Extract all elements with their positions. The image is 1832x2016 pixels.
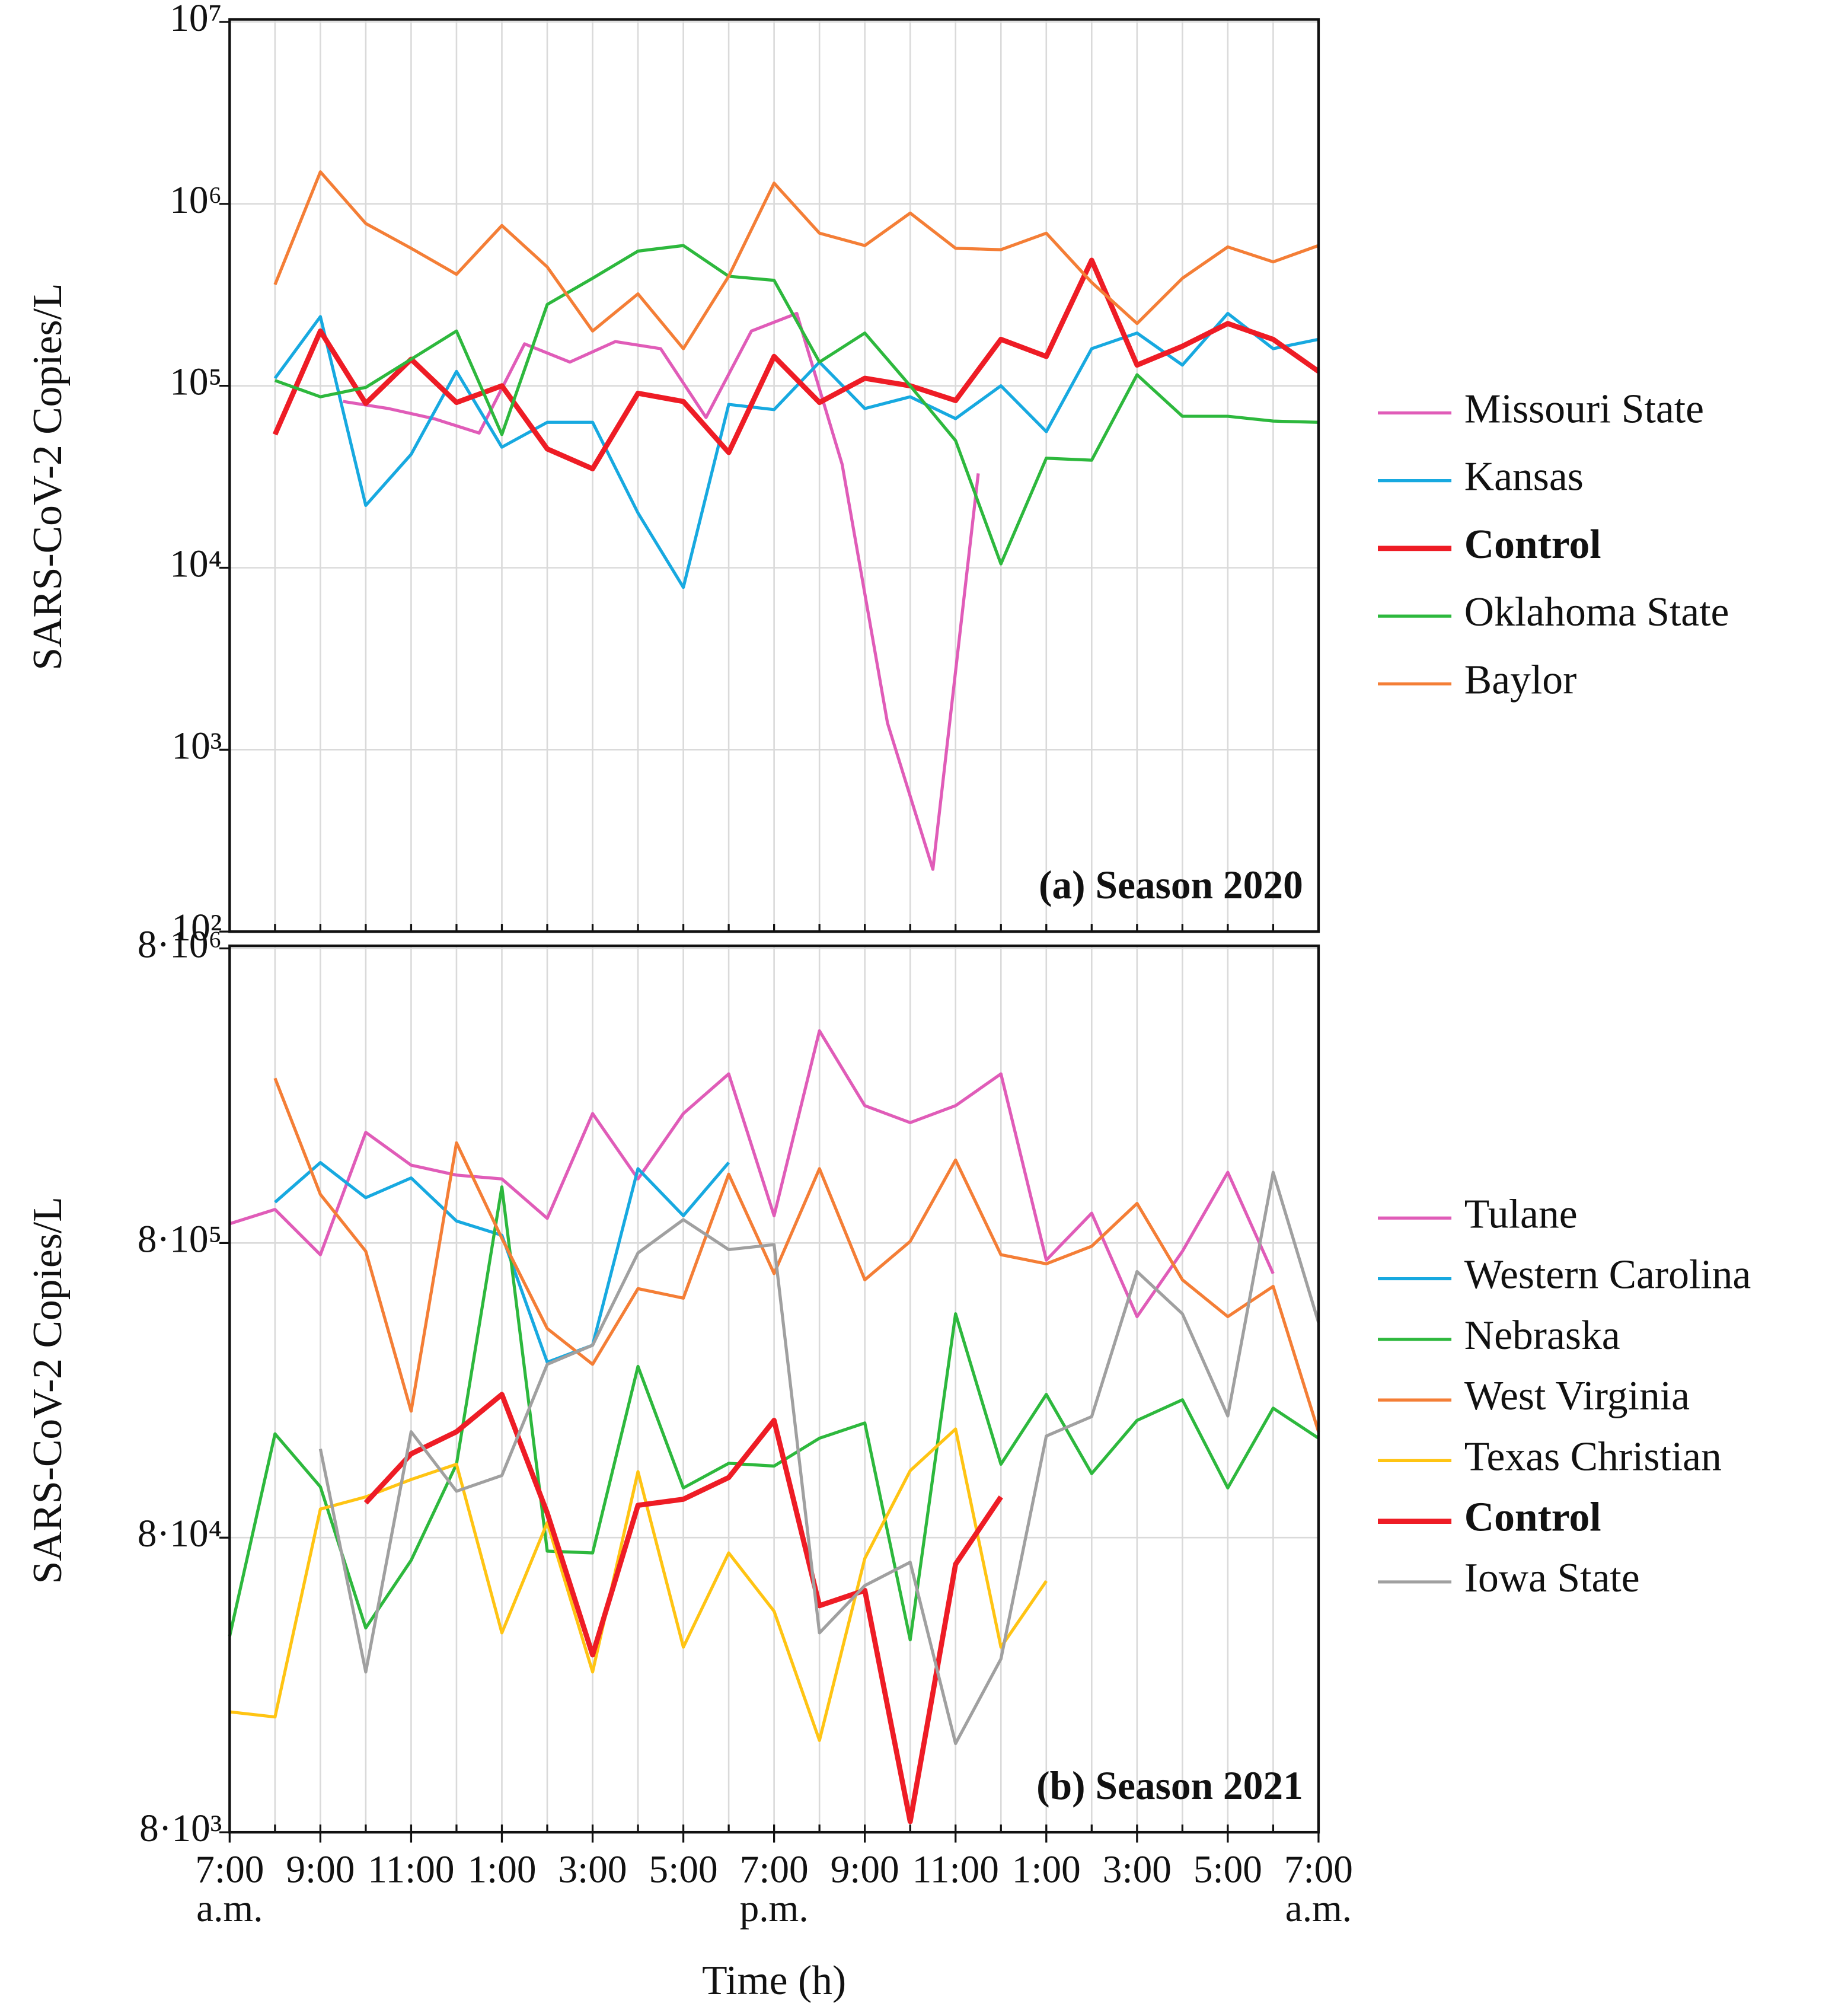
series-line: [229, 1427, 1048, 1742]
series-line: [273, 311, 1319, 589]
x-tick-label: 11:00: [912, 1849, 999, 1891]
y-axis-label: SARS-CoV-2 Copies/L: [25, 1197, 71, 1584]
y-tick-label: 10⁶: [170, 179, 222, 222]
legend-label: Iowa State: [1464, 1555, 1640, 1601]
y-tick-label: 10²: [171, 907, 222, 949]
y-tick-label: 8·10³: [139, 1807, 222, 1850]
x-tick-period: a.m.: [1285, 1887, 1352, 1930]
annotation: (b) Season 2021: [1036, 1763, 1303, 1808]
y-tick-label: 10³: [171, 725, 222, 767]
legend-label: Texas Christian: [1464, 1434, 1722, 1479]
series-line: [228, 1185, 1320, 1642]
y-tick-label: 10⁵: [170, 361, 222, 404]
x-tick-label: 7:00: [740, 1849, 809, 1891]
x-tick-period: p.m.: [740, 1887, 809, 1930]
series-line: [318, 1170, 1320, 1746]
y-tick-label: 8·10⁵: [138, 1218, 222, 1261]
legend-label: West Virginia: [1464, 1373, 1690, 1419]
x-tick-period: a.m.: [196, 1887, 263, 1930]
x-tick-label: 3:00: [558, 1849, 627, 1891]
x-tick-label: 1:00: [467, 1849, 536, 1891]
legend-label: Kansas: [1464, 454, 1584, 500]
y-tick-label: 10⁴: [170, 543, 222, 585]
x-tick-label: 1:00: [1012, 1849, 1081, 1891]
plot-frame: [228, 944, 1320, 1834]
x-tick-label: 7:00: [195, 1849, 264, 1891]
series-line: [274, 244, 1319, 566]
x-tick-label: 5:00: [649, 1849, 718, 1891]
legend-label: Tulane: [1464, 1191, 1578, 1237]
annotation: (a) Season 2020: [1039, 863, 1303, 907]
plot-frame: [228, 18, 1320, 933]
legend-label: Missouri State: [1464, 386, 1704, 432]
legend-label: Baylor: [1464, 657, 1576, 703]
y-tick-label: 8·10⁶: [138, 923, 222, 966]
legend-label: Western Carolina: [1464, 1252, 1751, 1298]
x-tick-label: 9:00: [831, 1849, 899, 1891]
series-line: [343, 311, 980, 871]
x-tick-label: 9:00: [286, 1849, 355, 1891]
x-axis-label: Time (h): [702, 1958, 846, 2004]
legend-label: Control: [1464, 522, 1601, 567]
series-line: [272, 257, 1320, 471]
x-tick-label: 5:00: [1193, 1849, 1262, 1891]
panel: 10² 10³ 10⁴ 10⁵ 10⁶ 10⁷ (a) Season 2020 SARS-Co…: [25, 0, 1729, 949]
legend-label: Oklahoma State: [1464, 589, 1729, 635]
series-line: [273, 1077, 1320, 1433]
y-tick-label: 10⁷: [170, 0, 222, 40]
x-tick-label: 3:00: [1103, 1849, 1172, 1891]
series-line: [273, 170, 1319, 350]
legend-label: Control: [1464, 1495, 1601, 1540]
x-tick-label: 7:00: [1284, 1849, 1353, 1891]
x-tick-label: 11:00: [368, 1849, 454, 1891]
series-line: [363, 1392, 1003, 1824]
y-tick-label: 8·10⁴: [138, 1513, 222, 1555]
legend-label: Nebraska: [1464, 1313, 1620, 1358]
y-axis-label: SARS-CoV-2 Copies/L: [25, 283, 71, 670]
series-line: [229, 1029, 1275, 1319]
